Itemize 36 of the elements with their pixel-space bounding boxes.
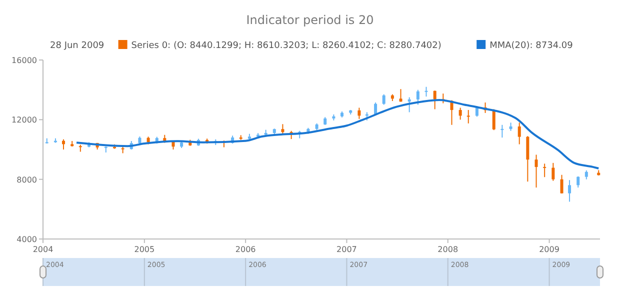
candlestick xyxy=(518,122,521,145)
y-tick-label: 16000 xyxy=(12,56,37,65)
y-tick-label: 4000 xyxy=(16,235,37,244)
candlestick xyxy=(552,162,555,182)
candlestick xyxy=(543,163,546,178)
candlestick xyxy=(458,107,462,120)
candlestick xyxy=(358,107,361,120)
legend-label: MMA(20): 8734.09 xyxy=(490,41,574,51)
candlestick xyxy=(492,108,496,131)
x-tick-label: 2009 xyxy=(539,245,560,254)
x-tick-label: 2005 xyxy=(134,245,155,254)
y-tick-label: 12000 xyxy=(12,116,37,125)
candlestick xyxy=(560,174,564,194)
candlestick xyxy=(416,89,420,106)
legend-label: Series 0: (O: 8440.1299; H: 8610.3203; L: 8260.4102; C: 8280.7402) xyxy=(131,41,442,51)
x-tick-label: 2007 xyxy=(336,245,357,254)
candlestick xyxy=(526,136,530,182)
x-tick-label: 2008 xyxy=(438,245,458,254)
candlestick xyxy=(399,88,402,102)
candlestick xyxy=(281,124,284,136)
line-series xyxy=(76,98,600,170)
candlestick xyxy=(382,94,386,106)
candlestick xyxy=(568,180,572,202)
candlestick xyxy=(424,86,428,98)
candlestick xyxy=(62,138,66,150)
chart-title: Indicator period is 20 xyxy=(246,13,374,27)
candlestick xyxy=(576,176,580,188)
candlestick xyxy=(433,90,436,110)
candlestick xyxy=(466,109,470,124)
y-tick-label: 8000 xyxy=(16,175,37,184)
candlestick xyxy=(408,96,411,113)
text: 28 Jun 2009 xyxy=(50,41,104,51)
candlestick xyxy=(500,124,504,138)
candlestick xyxy=(534,154,538,188)
x-tick-label: 2004 xyxy=(32,245,54,254)
x-tick-label: 2006 xyxy=(235,245,256,254)
